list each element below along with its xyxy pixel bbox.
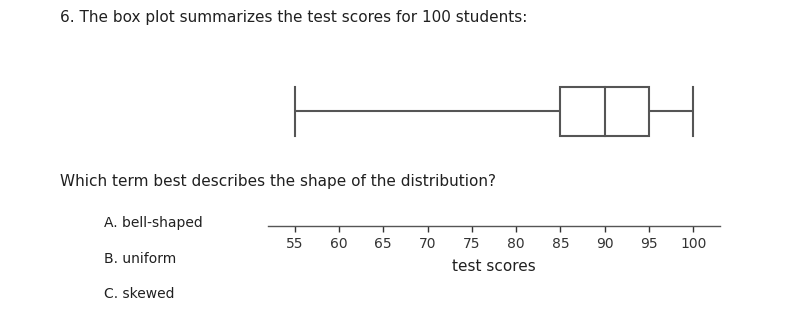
X-axis label: test scores: test scores — [452, 259, 536, 274]
Text: B. uniform: B. uniform — [104, 252, 176, 266]
Text: A. bell-shaped: A. bell-shaped — [104, 216, 202, 230]
Bar — [561, 87, 649, 136]
Text: 6. The box plot summarizes the test scores for 100 students:: 6. The box plot summarizes the test scor… — [60, 10, 527, 25]
Text: C. skewed: C. skewed — [104, 287, 174, 301]
Text: Which term best describes the shape of the distribution?: Which term best describes the shape of t… — [60, 174, 496, 189]
